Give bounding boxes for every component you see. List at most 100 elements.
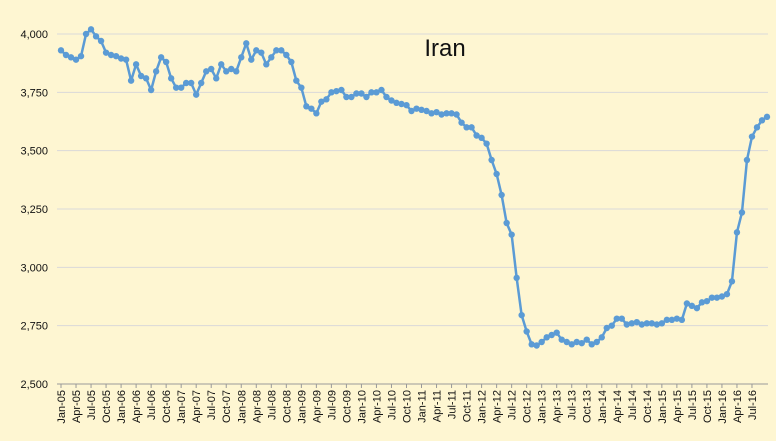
data-point [208,65,215,73]
data-point [333,87,340,95]
data-point [303,103,310,110]
y-tick-label: 2,500 [20,379,48,391]
data-point [543,334,550,341]
chart-title: Iran [424,35,465,62]
data-point [198,79,205,87]
x-tick-label: Apr-05 [71,390,83,423]
data-point [248,56,255,63]
x-tick-label: Jan-05 [56,390,68,424]
data-point [228,65,235,73]
data-point [568,341,575,348]
data-point [318,98,325,105]
data-point [187,79,195,87]
data-point [102,49,110,56]
data-point [623,321,630,328]
data-point [57,47,65,54]
x-tick-label: Apr-14 [612,390,624,423]
x-tick-label: Jan-09 [296,390,308,424]
data-point [673,315,681,322]
x-tick-label: Apr-07 [191,390,203,423]
data-point [748,133,756,140]
data-point [343,93,350,101]
data-point [578,339,585,347]
data-point [243,40,250,47]
data-point [583,336,590,343]
data-point [97,37,105,45]
data-point [613,315,620,322]
x-tick-label: Oct-11 [462,390,474,422]
x-tick-label: Jan-10 [356,390,368,424]
y-tick-label: 3,000 [20,262,48,274]
data-point [107,51,115,59]
data-point [127,77,135,84]
data-point [508,231,515,238]
data-point [443,110,450,117]
data-point [723,290,731,298]
data-point [478,134,485,142]
data-point [423,107,430,115]
data-point [593,338,600,346]
data-point [253,47,260,54]
data-point [398,100,405,108]
data-point [708,294,716,301]
data-point [683,300,691,307]
data-point [628,320,636,327]
data-point [293,77,300,84]
x-tick-label: Jul-06 [146,390,158,420]
y-tick-label: 4,000 [20,29,48,41]
x-tick-label: Oct-12 [522,390,534,423]
data-point [132,61,140,68]
data-point [218,61,225,68]
data-point [278,47,285,54]
data-point [753,124,761,131]
data-point [418,106,425,114]
x-tick-label: Jan-06 [116,390,128,424]
data-point [363,93,370,101]
data-point [493,170,500,178]
x-axis-ticks: Jan-05 Apr-05 Jul-05 Oct-05 Jan-06 Apr-06 Jul-… [56,384,759,424]
x-tick-label: Oct-14 [642,390,654,423]
data-point [463,124,470,131]
data-point [663,316,671,324]
x-tick-label: Apr-15 [672,390,684,423]
x-tick-label: Jan-15 [657,390,669,424]
x-tick-label: Jan-12 [477,390,489,424]
data-point [733,229,741,236]
data-point [142,75,150,82]
data-point [152,68,160,75]
data-point [92,33,100,40]
data-point [192,91,200,98]
data-point [308,105,315,112]
data-point [177,84,185,91]
data-point [668,316,676,324]
data-point [538,338,545,346]
data-point [223,68,230,75]
y-tick-label: 2,750 [20,321,48,333]
data-point [553,329,560,336]
data-point [263,61,270,68]
x-tick-label: Jan-08 [236,390,248,424]
data-point [77,52,85,60]
y-tick-label: 3,750 [20,87,48,99]
x-tick-label: Jul-12 [507,390,519,420]
data-point [403,101,410,109]
data-point [528,341,535,348]
data-point [573,338,580,346]
y-axis-ticks: 2,500 2,750 3,000 3,250 3,500 3,750 4,000 [20,29,48,391]
data-point [233,68,240,75]
data-point [633,318,641,326]
data-point [323,96,330,103]
data-point [283,51,290,59]
data-point [758,117,766,124]
data-point [558,336,565,343]
x-tick-label: Oct-08 [281,390,293,423]
x-tick-label: Jan-07 [176,390,188,424]
data-point [368,89,375,96]
data-point [448,110,455,117]
data-point [172,84,180,91]
x-tick-label: Jan-11 [417,390,429,423]
x-tick-label: Oct-13 [582,390,594,423]
